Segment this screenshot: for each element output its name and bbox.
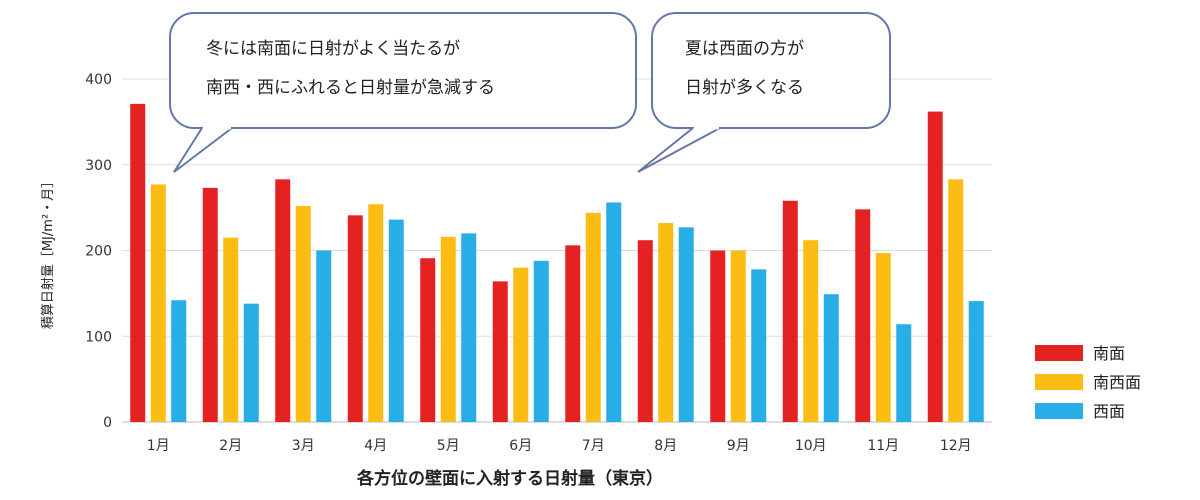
y-tick-label: 0	[103, 415, 112, 431]
x-tick-label: 5月	[437, 438, 460, 454]
y-tick-label: 400	[85, 72, 112, 88]
bar-3-6	[533, 260, 549, 422]
bar-2-7	[585, 212, 601, 422]
bar-2-10	[803, 240, 819, 422]
bar-2-6	[513, 267, 529, 422]
x-tick-label: 12月	[940, 438, 972, 454]
y-axis-label: 積算日射量［MJ/m²・月］	[40, 175, 56, 329]
x-tick-label: 6月	[509, 438, 532, 454]
bar-2-2	[223, 237, 239, 422]
callout-text: 日射が多くなる	[685, 78, 804, 98]
callout-tail	[637, 127, 721, 173]
x-tick-label: 1月	[147, 438, 170, 454]
callout-bubble	[651, 12, 891, 129]
bar-3-4	[388, 219, 404, 422]
bar-2-12	[948, 179, 964, 422]
legend-swatch	[1035, 345, 1083, 361]
legend-swatch	[1035, 403, 1083, 419]
bar-3-8	[678, 227, 694, 422]
bar-1-12	[927, 111, 943, 423]
callout-text: 南西・西にふれると日射量が急減する	[206, 78, 495, 98]
legend-label: 南面	[1093, 344, 1125, 363]
x-tick-label: 4月	[364, 438, 387, 454]
bars	[130, 103, 984, 423]
x-tick-label: 11月	[867, 438, 899, 454]
bar-1-2	[202, 187, 218, 422]
y-tick-label: 300	[85, 158, 112, 174]
y-tick-label: 200	[85, 244, 112, 260]
bar-1-6	[492, 281, 508, 422]
callout-text: 冬には南面に日射がよく当たるが	[206, 39, 460, 59]
legend-swatch	[1035, 374, 1083, 390]
x-tick-label: 3月	[292, 438, 315, 454]
bar-1-1	[130, 103, 146, 423]
bar-1-10	[782, 200, 798, 422]
bar-3-5	[461, 233, 477, 422]
callout-tail	[173, 127, 233, 173]
bar-1-9	[710, 250, 726, 422]
x-tick-label: 10月	[795, 438, 827, 454]
bar-2-3	[295, 205, 311, 422]
callouts: 冬には南面に日射がよく当たるが南西・西にふれると日射量が急減する夏は西面の方が日…	[169, 12, 891, 173]
bar-3-3	[316, 250, 332, 422]
bar-3-7	[606, 202, 622, 422]
x-tick-label: 9月	[727, 438, 750, 454]
bar-1-4	[347, 215, 363, 422]
y-axis-ticks: 0 100 200 300 400	[85, 72, 112, 431]
bar-1-3	[275, 179, 291, 422]
bar-2-11	[875, 253, 891, 422]
bar-3-1	[171, 300, 187, 422]
bar-1-7	[565, 245, 581, 422]
x-tick-label: 7月	[582, 438, 605, 454]
bar-1-8	[637, 240, 653, 422]
x-axis-ticks: 1月 2月 3月 4月 5月 6月 7月 8月 9月 10月 11月 12月	[147, 438, 972, 454]
bar-3-11	[896, 324, 912, 422]
chart-title: 各方位の壁面に入射する日射量（東京）	[356, 468, 663, 489]
y-tick-label: 100	[85, 329, 112, 345]
legend-label: 南西面	[1093, 373, 1141, 392]
bar-2-5	[440, 236, 456, 422]
bar-2-4	[368, 204, 384, 422]
callout-bubble	[169, 12, 637, 129]
bar-1-5	[420, 258, 436, 422]
bar-2-9	[730, 250, 746, 422]
bar-3-2	[243, 303, 259, 422]
bar-2-8	[658, 223, 674, 422]
x-tick-label: 2月	[219, 438, 242, 454]
bar-3-10	[823, 294, 839, 422]
bar-2-1	[150, 184, 166, 422]
bar-3-12	[968, 301, 984, 422]
bar-1-11	[855, 209, 871, 422]
callout-text: 夏は西面の方が	[685, 39, 804, 59]
bar-3-9	[751, 269, 767, 422]
x-tick-label: 8月	[654, 438, 677, 454]
legend-label: 西面	[1093, 402, 1125, 421]
